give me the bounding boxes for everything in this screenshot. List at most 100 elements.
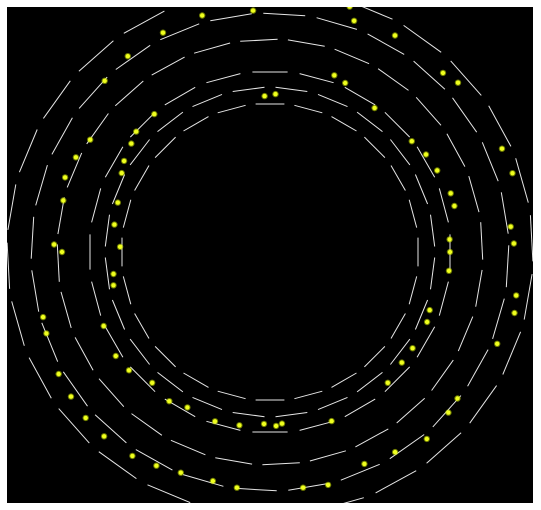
inner-ring-hit — [126, 368, 132, 373]
inner-ring-segment — [275, 86, 308, 92]
inner-ring-hit — [332, 73, 337, 78]
outer-ring-segment — [51, 117, 73, 155]
inner-ring-hit — [435, 168, 440, 173]
outer-ring-hit — [455, 396, 460, 401]
outer-ring-hit — [514, 293, 519, 298]
inner-ring-segment — [416, 146, 436, 178]
outer-ring-segment — [529, 215, 533, 262]
outer-ring-hit — [362, 461, 367, 467]
inner-ring-segment — [430, 257, 436, 290]
inner-ring-segment — [317, 93, 348, 108]
inner-ring-hit — [212, 419, 218, 424]
inner-ring-segment — [134, 165, 150, 191]
inner-ring-segment — [129, 338, 150, 365]
inner-ring-segment — [104, 257, 110, 290]
inner-ring-hit — [273, 91, 278, 97]
inner-ring-segment — [414, 299, 429, 330]
outer-ring-segment — [74, 337, 94, 371]
inner-ring-hit — [424, 319, 430, 325]
background — [7, 7, 533, 503]
inner-ring-hit — [410, 346, 415, 351]
inner-ring-hit — [129, 141, 134, 146]
inner-ring-hit — [372, 105, 377, 111]
inner-ring-segment — [299, 73, 334, 84]
outer-ring-segment — [480, 222, 484, 260]
outer-ring-hit — [508, 224, 513, 229]
inner-ring-segment — [299, 420, 334, 431]
inner-ring-hit — [448, 191, 453, 196]
inner-ring-segment — [154, 346, 176, 368]
outer-ring-segment — [467, 349, 489, 387]
inner-ring-segment — [129, 139, 150, 166]
inner-ring-segment — [390, 165, 406, 191]
outer-ring-segment — [7, 184, 17, 230]
inner-ring-segment — [416, 326, 436, 358]
outer-ring-segment — [135, 449, 173, 471]
outer-ring-segment — [415, 96, 442, 126]
outer-ring-segment — [131, 413, 163, 436]
outer-ring-hit — [40, 314, 46, 320]
inner-ring-segment — [384, 111, 411, 138]
outer-ring-hit — [455, 80, 461, 85]
outer-ring-segment — [396, 397, 426, 424]
outer-ring-hit — [325, 482, 331, 488]
inner-ring-segment — [217, 104, 246, 114]
outer-ring-hit — [210, 478, 216, 484]
outer-ring-segment — [287, 39, 325, 47]
outer-ring-segment — [62, 371, 88, 407]
outer-ring-segment — [500, 192, 509, 234]
outer-ring-segment — [468, 175, 480, 213]
outer-ring-hit — [68, 394, 74, 399]
inner-ring-segment — [206, 420, 241, 431]
outer-ring-segment — [505, 245, 510, 288]
outer-ring-segment — [234, 487, 277, 492]
inner-ring-segment — [438, 281, 449, 316]
outer-ring-segment — [426, 432, 462, 464]
outer-ring-segment — [123, 10, 165, 34]
inner-ring-segment — [157, 111, 184, 132]
inner-ring-hit — [119, 170, 124, 176]
outer-ring-segment — [58, 408, 90, 444]
inner-ring-hit — [262, 93, 267, 99]
outer-ring-segment — [30, 216, 35, 259]
inner-ring-segment — [206, 73, 241, 84]
inner-ring-segment — [157, 372, 184, 393]
outer-ring-segment — [431, 359, 454, 391]
outer-ring-segment — [41, 322, 59, 362]
inner-ring-segment — [91, 281, 102, 316]
inner-ring-segment — [344, 398, 376, 418]
inner-ring-segment — [183, 116, 209, 132]
inner-ring-segment — [104, 326, 124, 358]
outer-ring-segment — [452, 97, 478, 133]
inner-ring-segment — [232, 86, 265, 92]
outer-ring-segment — [7, 242, 11, 289]
hit-points — [39, 7, 520, 491]
inner-ring-hit — [112, 222, 117, 227]
inner-ring-segment — [122, 199, 132, 228]
outer-ring-segment — [193, 42, 231, 54]
outer-ring-hit — [56, 371, 61, 377]
outer-ring-segment — [215, 457, 253, 465]
inner-ring-segment — [111, 174, 126, 205]
outer-ring-segment — [98, 451, 137, 480]
outer-ring-segment — [42, 80, 71, 119]
inner-ring-segment — [344, 86, 376, 106]
outer-ring-segment — [288, 482, 330, 491]
inner-ring-hit — [113, 353, 119, 359]
inner-ring-segment — [408, 199, 418, 228]
outer-ring-segment — [18, 129, 38, 173]
outer-ring-hit — [178, 470, 183, 475]
outer-ring-segment — [56, 244, 60, 282]
outer-ring-segment — [170, 439, 206, 456]
inner-ring-segment — [217, 390, 246, 400]
outer-ring-segment — [515, 158, 529, 203]
outer-ring-segment — [523, 274, 533, 320]
outer-ring-segment — [343, 497, 364, 503]
inner-ring-segment — [275, 412, 308, 418]
outer-ring-hit — [154, 463, 159, 468]
outer-ring-segment — [262, 462, 300, 466]
outer-ring-hit — [300, 485, 306, 490]
outer-ring-segment — [340, 463, 380, 481]
outer-ring-hit — [101, 434, 107, 439]
outer-ring-hit — [125, 54, 130, 59]
